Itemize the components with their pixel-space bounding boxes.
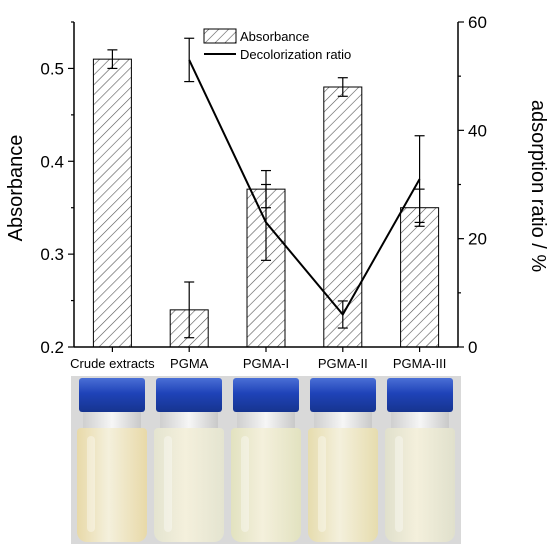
legend-absorbance-label: Absorbance: [240, 29, 309, 44]
y-tick-label: 0.2: [40, 338, 64, 357]
vial-cap: [79, 378, 146, 412]
vial-photos: [0, 372, 548, 550]
bar-pgma-iii: [400, 207, 440, 348]
legend-decolorization-label: Decolorization ratio: [240, 47, 351, 62]
line-error-4: [414, 135, 425, 224]
x-tick-label: Crude extracts: [70, 356, 155, 371]
y-tick-label: 0.5: [40, 59, 64, 78]
vial-cap: [156, 378, 223, 412]
y-axis-label: Absorbance: [5, 135, 27, 242]
line-error-1: [184, 37, 195, 83]
vial-liquid: [384, 428, 455, 542]
vial-cap: [386, 378, 453, 412]
vial-photo-2: [225, 376, 307, 544]
x-tick-label: PGMA: [170, 356, 209, 371]
x-tick-label: PGMA-II: [318, 356, 368, 371]
vial-cap: [309, 378, 376, 412]
line-error-3: [337, 300, 348, 329]
x-tick-label: PGMA-I: [243, 356, 289, 371]
bar-error-1: [184, 281, 195, 339]
y2-tick-label: 60: [468, 13, 487, 32]
vial-liquid: [77, 428, 148, 542]
vial-liquid: [307, 428, 378, 542]
vial-liquid: [154, 428, 225, 542]
y2-tick-label: 0: [468, 338, 477, 357]
legend: Absorbance Decolorization ratio: [203, 28, 351, 62]
vial-photo-0: [71, 376, 154, 544]
y-tick-label: 0.4: [40, 152, 64, 171]
vial-photo-3: [301, 376, 384, 544]
x-tick-label: PGMA-III: [393, 356, 446, 371]
chart: 0.2 0.3 0.4 0.5 0 20 40 60 Crude extracts PGMA PGM…: [5, 13, 548, 371]
y2-tick-label: 40: [468, 121, 487, 140]
vial-photo-4: [378, 376, 461, 544]
y-tick-label: 0.3: [40, 245, 64, 264]
vial-photo-1: [148, 376, 231, 544]
y2-tick-label: 20: [468, 230, 487, 249]
legend-bar-swatch: [203, 28, 237, 44]
bar-error-0: [107, 49, 118, 70]
bar-crude-extracts: [92, 58, 132, 348]
line-error-2: [261, 183, 271, 261]
y2-axis-label: adsorption ratio / %: [527, 100, 548, 273]
bar-error-3: [337, 77, 348, 97]
decolorization-line: [188, 59, 421, 317]
vial-liquid: [231, 428, 301, 542]
vial-cap: [233, 378, 299, 412]
